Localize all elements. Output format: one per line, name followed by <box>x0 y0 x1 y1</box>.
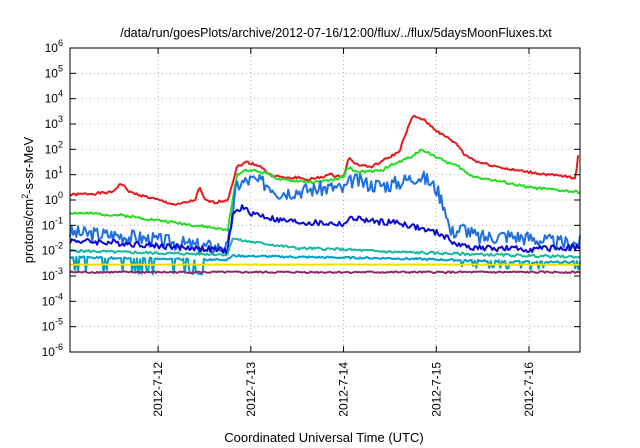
tick-marks <box>70 47 580 353</box>
x-axis-label: Coordinated Universal Time (UTC) <box>224 430 423 445</box>
y-tick-label: 10-6 <box>42 342 63 359</box>
series-line-2 <box>69 148 581 232</box>
y-tick-label: 10-3 <box>42 266 63 283</box>
series-line-3 <box>69 170 581 254</box>
x-tick-label: 2012-7-15 <box>429 362 443 417</box>
y-tick-label: 104 <box>45 89 63 106</box>
series-line-5 <box>69 237 581 259</box>
x-tick-label: 2012-7-13 <box>244 362 258 417</box>
y-tick-label: 10-5 <box>42 317 63 334</box>
x-tick-label: 2012-7-16 <box>522 362 536 417</box>
series-line-6 <box>69 253 581 276</box>
y-axis-label-main: protons/cm <box>21 199 36 263</box>
y-tick-label: 101 <box>45 165 63 182</box>
x-tick-label: 2012-7-12 <box>151 362 165 417</box>
y-tick-label: 103 <box>45 114 63 131</box>
x-tick-labels: 2012-7-12 2012-7-13 2012-7-14 2012-7-15 2012… <box>151 362 536 417</box>
y-tick-label: 102 <box>45 139 63 156</box>
y-axis-label: protons/cm2-s-sr-MeV <box>20 136 36 263</box>
series-line-7 <box>69 263 581 266</box>
y-tick-label: 10-1 <box>42 215 63 232</box>
grid <box>70 48 580 352</box>
series-line-4 <box>69 204 581 255</box>
chart-title: /data/run/goesPlots/archive/2012-07-16/1… <box>120 26 552 40</box>
y-tick-label: 100 <box>45 190 63 207</box>
y-tick-labels: 10-6 10-5 10-4 10-3 10-2 10-1 100 101 102 103 104 1… <box>42 38 63 359</box>
y-axis-label-superscript: 2 <box>20 194 30 199</box>
y-tick-label: 105 <box>45 63 63 80</box>
y-tick-label: 10-4 <box>42 291 63 308</box>
y-tick-label: 10-2 <box>42 241 63 258</box>
x-tick-label: 2012-7-14 <box>337 362 351 417</box>
y-axis-label-tail: -s-sr-MeV <box>21 136 36 193</box>
y-tick-label: 106 <box>45 38 63 55</box>
series-group <box>69 114 581 276</box>
series-line-1 <box>69 114 580 206</box>
series-line-8 <box>69 270 581 275</box>
